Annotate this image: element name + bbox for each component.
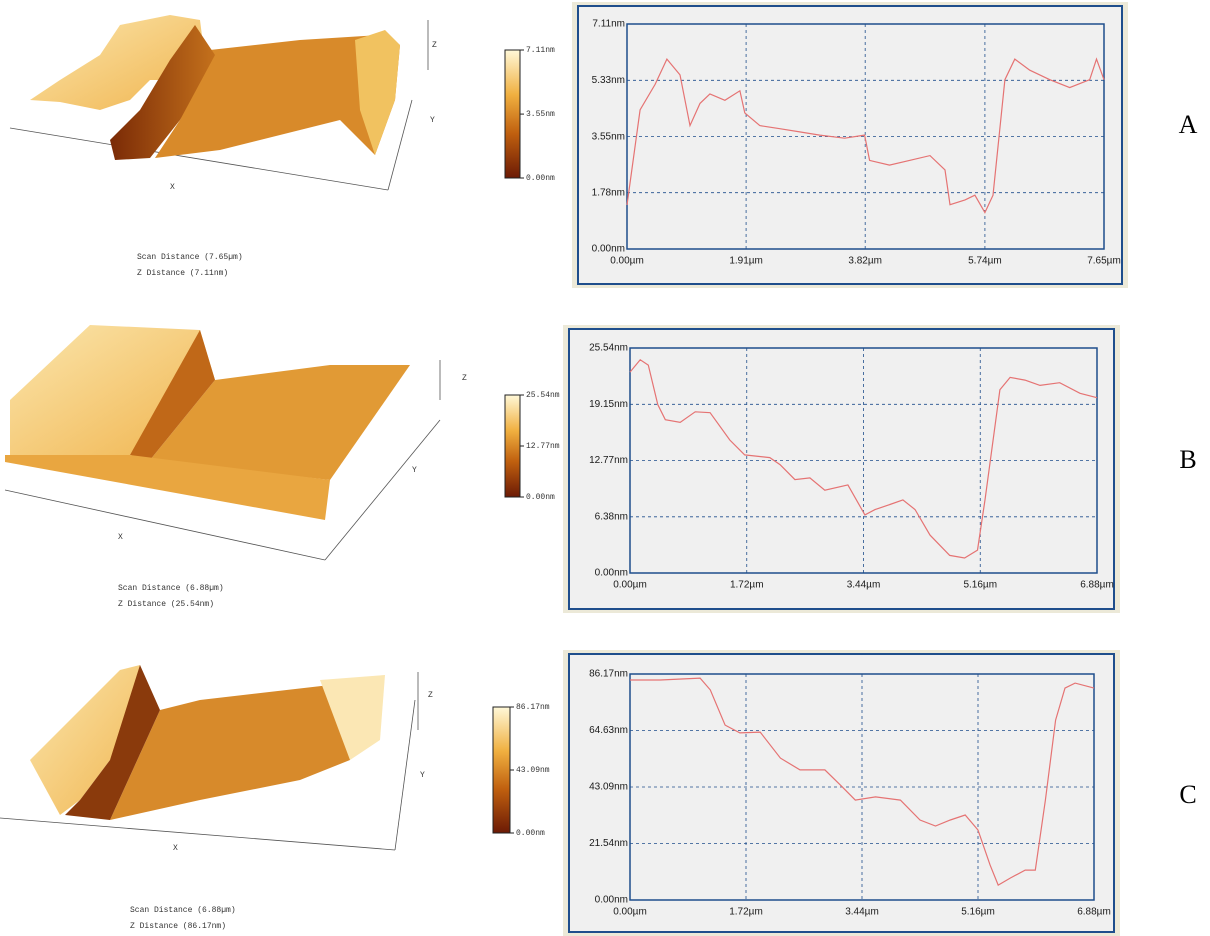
- scan-distance: Scan Distance (7.65µm): [137, 253, 243, 262]
- colorbar-label: 12.77nm: [526, 442, 560, 451]
- colorbar-label: 7.11nm: [526, 46, 555, 55]
- colorbar-label: 43.09nm: [516, 766, 550, 775]
- x-tick-label: 1.72µm: [729, 907, 763, 918]
- y-tick-label: 3.55nm: [592, 131, 625, 142]
- y-tick-label: 7.11nm: [592, 19, 625, 30]
- y-tick-label: 0.00nm: [595, 895, 628, 906]
- x-tick-label: 0.00µm: [610, 256, 644, 267]
- x-tick-label: 3.44µm: [845, 907, 879, 918]
- colorbar-label: 0.00nm: [526, 174, 555, 183]
- x-tick-label: 6.88µm: [1077, 907, 1111, 918]
- y-tick-label: 19.15nm: [589, 399, 628, 410]
- panel-letter: A: [1179, 110, 1198, 139]
- x-tick-label: 3.82µm: [848, 256, 882, 267]
- colorbar-label: 25.54nm: [526, 391, 560, 400]
- panel-letter: C: [1179, 780, 1196, 809]
- y-tick-label: 12.77nm: [589, 455, 628, 466]
- y-tick-label: 0.00nm: [592, 244, 625, 255]
- x-tick-label: 1.72µm: [730, 580, 764, 591]
- z-distance: Z Distance (7.11nm): [137, 269, 228, 278]
- axis-label: Z: [462, 374, 467, 383]
- axis-label: Y: [430, 116, 435, 125]
- x-tick-label: 0.00µm: [613, 907, 647, 918]
- y-tick-label: 0.00nm: [595, 568, 628, 579]
- colorbar-label: 86.17nm: [516, 703, 550, 712]
- colorbar-label: 3.55nm: [526, 110, 555, 119]
- z-distance: Z Distance (86.17nm): [130, 922, 226, 931]
- colorbar: [505, 395, 520, 497]
- x-tick-label: 6.88µm: [1080, 580, 1114, 591]
- y-tick-label: 25.54nm: [589, 343, 628, 354]
- axis-label: Z: [428, 691, 433, 700]
- page: {"chart_data": [ {"type": "line", "grid"…: [0, 0, 1210, 936]
- axis-label: Z: [432, 41, 437, 50]
- z-distance: Z Distance (25.54nm): [118, 600, 214, 609]
- colorbar: [505, 50, 520, 178]
- x-tick-label: 5.74µm: [968, 256, 1002, 267]
- axis-label: Y: [420, 771, 425, 780]
- colorbar-label: 0.00nm: [516, 829, 545, 838]
- x-tick-label: 0.00µm: [613, 580, 647, 591]
- x-tick-label: 7.65µm: [1087, 256, 1121, 267]
- panel-letter: B: [1179, 445, 1196, 474]
- y-tick-label: 21.54nm: [589, 838, 628, 849]
- y-tick-label: 5.33nm: [592, 75, 625, 86]
- plot-area: [627, 24, 1104, 249]
- x-tick-label: 5.16µm: [963, 580, 997, 591]
- colorbar: [493, 707, 510, 833]
- axis-label: Y: [412, 466, 417, 475]
- axis-label: X: [173, 844, 178, 853]
- scan-distance: Scan Distance (6.88µm): [130, 906, 236, 915]
- y-tick-label: 1.78nm: [592, 187, 625, 198]
- x-tick-label: 5.16µm: [961, 907, 995, 918]
- y-tick-label: 6.38nm: [595, 511, 628, 522]
- figure: 0.00nm 1.78nm 3.55nm 5.33nm 7.11nm 0.00µm 1.91…: [0, 0, 1210, 936]
- x-tick-label: 3.44µm: [847, 580, 881, 591]
- x-tick-label: 1.91µm: [729, 256, 763, 267]
- y-tick-label: 86.17nm: [589, 669, 628, 680]
- axis-label: X: [170, 183, 175, 192]
- colorbar-label: 0.00nm: [526, 493, 555, 502]
- y-tick-label: 43.09nm: [589, 782, 628, 793]
- axis-label: X: [118, 533, 123, 542]
- y-tick-label: 64.63nm: [589, 725, 628, 736]
- scan-distance: Scan Distance (6.88µm): [118, 584, 224, 593]
